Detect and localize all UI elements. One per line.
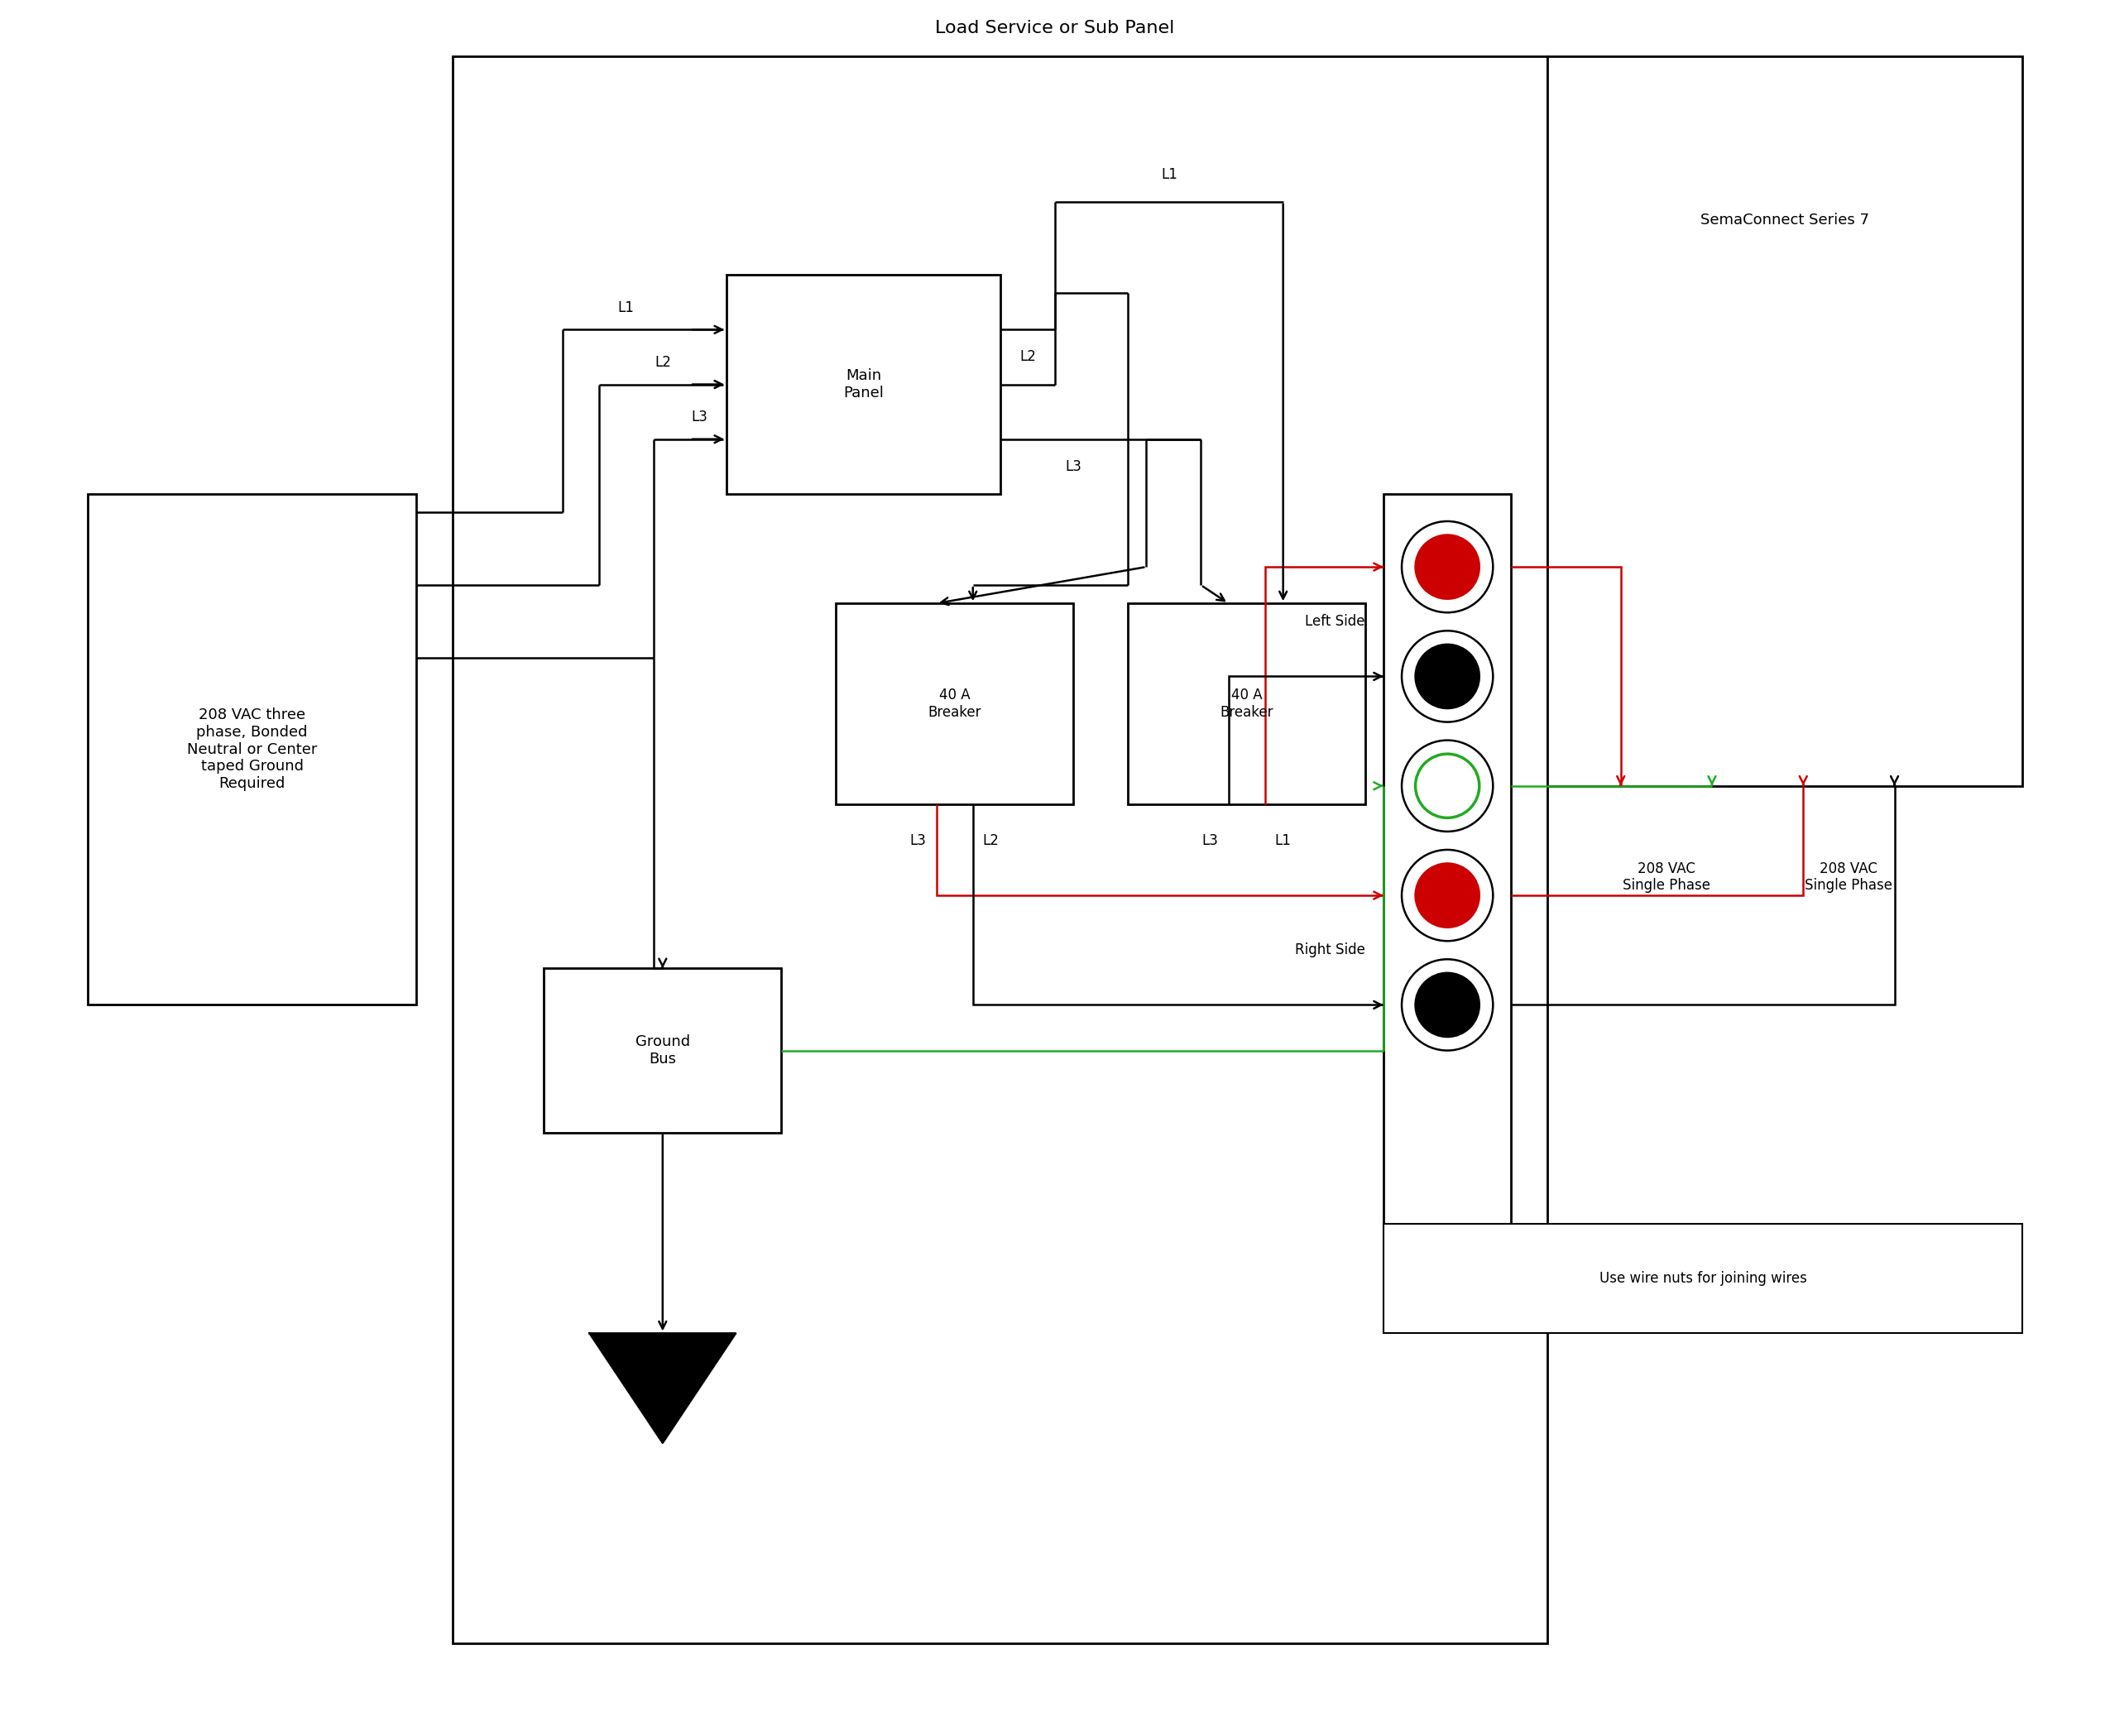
Circle shape <box>1416 644 1479 708</box>
Polygon shape <box>589 1333 736 1443</box>
Bar <box>1549 56 2021 786</box>
Text: Right Side: Right Side <box>1296 943 1365 958</box>
Text: 40 A
Breaker: 40 A Breaker <box>928 687 981 720</box>
Text: 40 A
Breaker: 40 A Breaker <box>1220 687 1272 720</box>
Bar <box>1129 604 1365 804</box>
Text: Left Side: Left Side <box>1306 615 1365 628</box>
Circle shape <box>1416 863 1479 927</box>
Circle shape <box>1416 972 1479 1036</box>
Circle shape <box>1416 535 1479 599</box>
Circle shape <box>1401 740 1494 832</box>
Circle shape <box>1401 521 1494 613</box>
Text: L1: L1 <box>1274 833 1291 849</box>
Text: 208 VAC
Single Phase: 208 VAC Single Phase <box>1623 861 1711 894</box>
Bar <box>1384 493 1511 1224</box>
Text: Use wire nuts for joining wires: Use wire nuts for joining wires <box>1599 1271 1806 1286</box>
Text: SemaConnect Series 7: SemaConnect Series 7 <box>1701 214 1869 227</box>
Text: L1: L1 <box>618 300 635 316</box>
Circle shape <box>1416 753 1479 818</box>
Circle shape <box>1401 849 1494 941</box>
Text: L1: L1 <box>1160 167 1177 182</box>
Bar <box>836 604 1074 804</box>
Text: Main
Panel: Main Panel <box>844 368 884 401</box>
Text: L3: L3 <box>1203 833 1217 849</box>
Circle shape <box>1401 960 1494 1050</box>
Bar <box>726 274 1000 493</box>
Text: 208 VAC three
phase, Bonded
Neutral or Center
taped Ground
Required: 208 VAC three phase, Bonded Neutral or C… <box>188 708 316 792</box>
Text: L3: L3 <box>909 833 926 849</box>
Text: L2: L2 <box>1019 349 1036 365</box>
Text: L2: L2 <box>983 833 1000 849</box>
Text: 208 VAC
Single Phase: 208 VAC Single Phase <box>1804 861 1893 894</box>
Bar <box>544 969 781 1132</box>
Text: L3: L3 <box>1066 458 1082 474</box>
Bar <box>89 493 416 1005</box>
Text: L3: L3 <box>690 410 707 425</box>
Text: L2: L2 <box>654 356 671 370</box>
Bar <box>454 56 1549 1644</box>
Text: Load Service or Sub Panel: Load Service or Sub Panel <box>935 21 1175 36</box>
Bar <box>1384 1224 2021 1333</box>
Circle shape <box>1401 630 1494 722</box>
Text: Ground
Bus: Ground Bus <box>635 1035 690 1066</box>
